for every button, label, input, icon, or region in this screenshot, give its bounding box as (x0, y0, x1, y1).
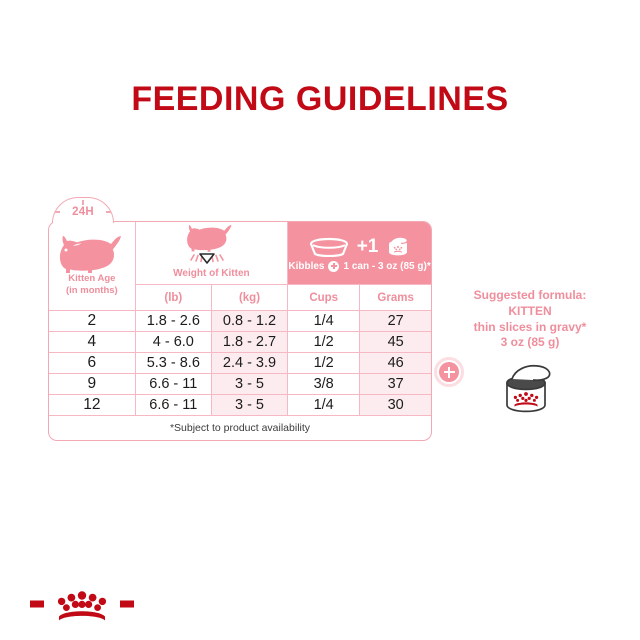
cell-age: 9 (49, 373, 136, 396)
cell-kg: 3 - 5 (210, 394, 289, 417)
cell-cups: 1/2 (287, 331, 361, 354)
cell-grams: 46 (359, 352, 431, 375)
can-illustration-wrap (440, 361, 620, 428)
cell-grams: 27 (359, 310, 431, 333)
kitten-silhouette-icon (59, 236, 121, 274)
feeding-table: Kitten Age (in months) (48, 221, 432, 441)
kitten-on-scale-icon (187, 225, 232, 264)
table-row: 2 1.8 - 2.6 0.8 - 1.2 1/4 27 (49, 310, 431, 333)
cell-kg: 1.8 - 2.7 (210, 331, 289, 354)
cell-lb: 4 - 6.0 (134, 331, 212, 354)
cell-kg: 3 - 5 (210, 373, 289, 396)
header-cups: Cups (287, 284, 361, 312)
table-footnote: *Subject to product availability (49, 415, 431, 440)
kibbles-caption-prefix: Kibbles (288, 260, 325, 272)
open-can-crown-icon (506, 365, 551, 413)
suggested-formula-line-4: 3 oz (85 g) (500, 335, 560, 350)
kitten-age-header-cell: Kitten Age (in months) (49, 222, 136, 312)
suggested-formula-line-2: KITTEN (508, 303, 552, 318)
kitten-age-header-label: Kitten Age (in months) (66, 273, 118, 297)
suggested-formula-line-1: Suggested formula: (473, 288, 587, 302)
header-grams: Grams (359, 284, 431, 312)
cell-grams: 37 (359, 373, 431, 396)
table-row: 12 6.6 - 11 3 - 5 1/4 30 (49, 394, 431, 417)
table-row: 4 4 - 6.0 1.8 - 2.7 1/2 45 (49, 331, 431, 354)
cell-age: 6 (49, 352, 136, 375)
clock-tick-top (82, 200, 84, 205)
cell-cups: 1/4 (287, 394, 361, 417)
royal-canin-crown-logo (30, 583, 134, 628)
crown-logo-mark (30, 591, 134, 621)
clock-tick-right (106, 211, 111, 213)
plus-circle-icon (328, 260, 340, 272)
cell-grams: 45 (359, 331, 431, 354)
cell-cups: 1/2 (287, 352, 361, 375)
cell-age: 2 (49, 310, 136, 333)
cell-kg: 0.8 - 1.2 (210, 310, 289, 333)
clock-24h-label: 24H (72, 206, 94, 218)
cell-age: 4 (49, 331, 136, 354)
table-row: 6 5.3 - 8.6 2.4 - 3.9 1/2 46 (49, 352, 431, 375)
cell-lb: 6.6 - 11 (134, 373, 212, 396)
cell-cups: 3/8 (287, 373, 361, 396)
cell-grams: 30 (359, 394, 431, 417)
cell-cups: 1/4 (287, 310, 361, 333)
suggested-formula-panel: Suggested formula: KITTEN thin slices in… (440, 288, 620, 428)
kibbles-caption-suffix: 1 can - 3 oz (85 g)* (343, 260, 431, 272)
cell-age: 12 (49, 394, 136, 417)
page-title: FEEDING GUIDELINES (131, 80, 509, 118)
weight-of-kitten-header-cell: Weight of Kitten (134, 222, 289, 286)
plus-badge-inner (439, 362, 459, 382)
clock-tick-left (55, 211, 60, 213)
cell-kg: 2.4 - 3.9 (210, 352, 289, 375)
plus-one-label: +1 (356, 236, 379, 258)
table-row: 9 6.6 - 11 3 - 5 3/8 37 (49, 373, 431, 396)
cell-lb: 5.3 - 8.6 (134, 352, 212, 375)
cell-lb: 1.8 - 2.6 (134, 310, 212, 333)
kibble-bowl-icon (309, 237, 348, 257)
suggested-formula-line-3: thin slices in gravy* (473, 319, 587, 334)
plus-circle-badge-icon[interactable] (434, 357, 464, 387)
cell-lb: 6.6 - 11 (134, 394, 212, 417)
header-kg: (kg) (210, 284, 289, 312)
header-lb: (lb) (135, 284, 212, 312)
wet-food-can-icon (389, 236, 409, 255)
clock-24h-icon: 24H (52, 197, 114, 223)
kibbles-banner: +1 (287, 222, 431, 286)
weight-of-kitten-label: Weight of Kitten (173, 268, 250, 280)
